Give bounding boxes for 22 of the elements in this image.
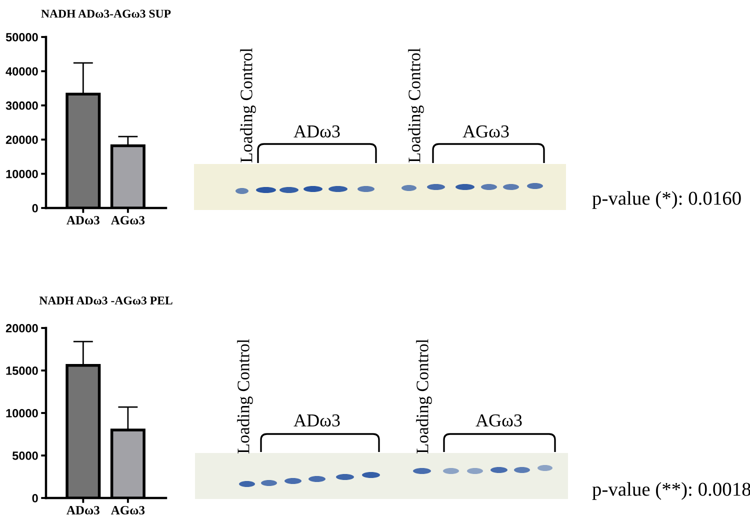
y-tick-label: 30000 [6,101,38,110]
y-tick-label: 10000 [6,409,38,418]
y-tick-label: 50000 [6,33,38,42]
text: p-value (*): 0.0160 [592,191,741,209]
text: AGω3 [462,125,509,138]
chart-title: NADH ADω3 -AGω3 PEL [39,296,172,305]
y-tick-label: 5000 [12,452,38,460]
text: ADω3 [294,414,340,427]
y-tick-label: 0 [32,494,38,502]
y-tick-label: 40000 [6,67,38,76]
y-tick-label: 20000 [6,136,38,144]
text: Loading Control [240,48,256,162]
text: ADω3 [294,125,340,138]
y-tick-label: 0 [32,204,38,212]
chart-title: NADH ADω3-AGω3 SUP [41,10,171,18]
text: AGω3 [476,414,522,427]
y-tick-label: 10000 [6,170,38,178]
text: Loading Control [237,339,253,454]
y-tick-label: 15000 [6,366,38,375]
text: Loading Control [416,339,432,454]
text: Loading Control [408,48,424,162]
y-tick-label: 20000 [6,324,38,332]
